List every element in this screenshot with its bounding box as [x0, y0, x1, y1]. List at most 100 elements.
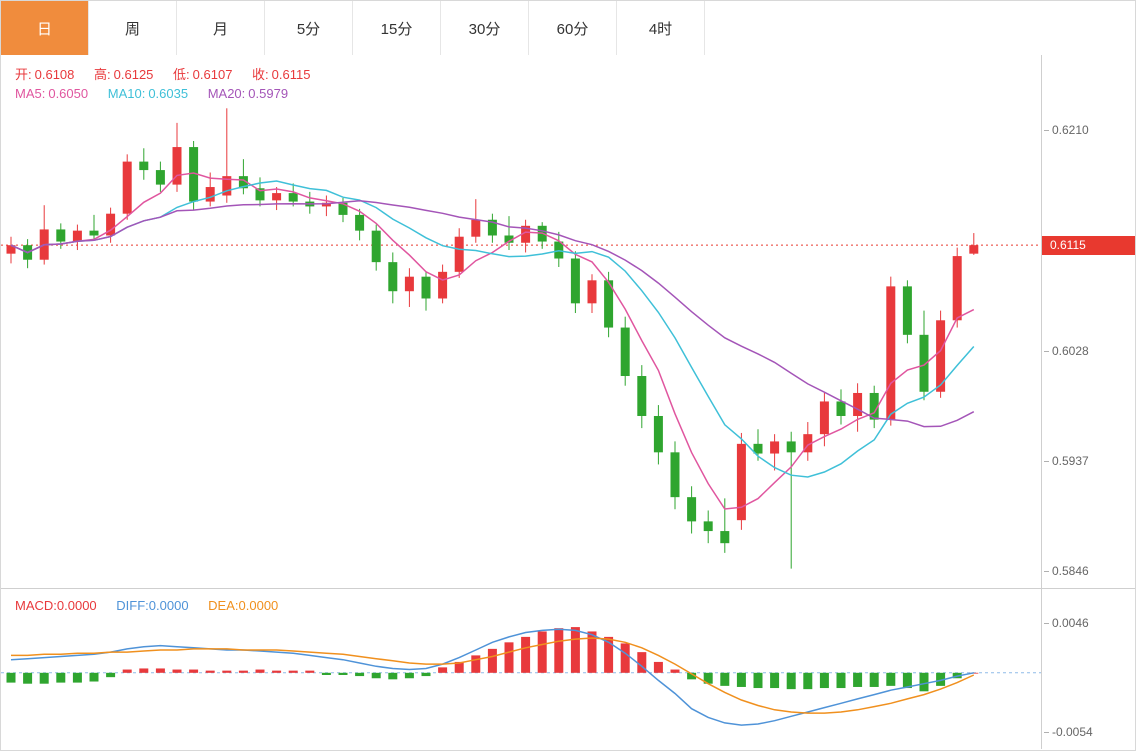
macd-bar — [172, 669, 182, 673]
candle — [653, 415, 663, 453]
macd-chart[interactable] — [1, 589, 1041, 749]
candle — [205, 187, 215, 202]
candle — [89, 230, 99, 236]
price-axis: 0.6210 0.6028 0.5937 0.5846 0.6115 — [1041, 55, 1135, 588]
candle — [886, 286, 896, 420]
macd-bar — [238, 670, 248, 673]
macd-bar — [288, 670, 298, 673]
dea-readout: DEA:0.0000 — [208, 598, 278, 613]
macd-bar — [587, 631, 597, 673]
price-tick: 0.5937 — [1044, 453, 1089, 469]
ma20-value: 0.5979 — [248, 86, 289, 101]
ma10-value: 0.6035 — [148, 86, 189, 101]
candle — [786, 441, 796, 453]
macd-bar — [836, 672, 846, 689]
macd-bar — [438, 667, 448, 673]
macd-bar — [39, 672, 49, 684]
open-value: 0.6108 — [34, 67, 75, 82]
candle — [421, 276, 431, 299]
macd-bar — [355, 672, 365, 677]
ma5-readout: MA5: 0.6050 — [15, 86, 88, 101]
candle — [106, 213, 116, 236]
high-readout: 高: 0.6125 — [94, 67, 153, 82]
macd-bar — [471, 655, 481, 673]
ma20-label: MA20: — [207, 86, 246, 101]
candle — [122, 161, 132, 214]
ma5-value: 0.6050 — [48, 86, 89, 101]
macd-bar — [454, 661, 464, 673]
candle — [853, 392, 863, 416]
candle — [471, 219, 481, 237]
macd-bar — [23, 672, 33, 684]
candle — [404, 276, 414, 292]
macd-bar — [388, 672, 398, 680]
ma5-label: MA5: — [15, 86, 46, 101]
candle — [388, 262, 398, 292]
macd-bar — [205, 670, 215, 673]
tab-day[interactable]: 日 — [1, 1, 89, 55]
macd-axis: 0.0046 -0.0054 — [1041, 589, 1135, 749]
candle — [438, 271, 448, 299]
timeframe-tabbar: 日 周 月 5分 15分 30分 60分 4时 — [1, 1, 705, 55]
macd-value: 0.0000 — [56, 598, 97, 613]
tab-4hour[interactable]: 4时 — [617, 1, 705, 55]
macd-bar — [521, 636, 531, 673]
macd-bar — [753, 672, 763, 689]
macd-bar — [189, 669, 199, 673]
ma-legend: MA5: 0.6050 MA10: 0.6035 MA20: 0.5979 — [15, 86, 304, 101]
candle — [554, 241, 564, 259]
candle — [487, 219, 497, 236]
low-readout: 低: 0.6107 — [173, 67, 232, 82]
macd-bar — [869, 672, 879, 687]
candle — [504, 235, 514, 243]
candle — [587, 280, 597, 304]
candle — [255, 188, 265, 201]
tab-5min[interactable]: 5分 — [265, 1, 353, 55]
candle — [869, 392, 879, 420]
macd-bar — [255, 669, 265, 673]
tab-15min[interactable]: 15分 — [353, 1, 441, 55]
candle — [919, 334, 929, 392]
close-label: 收: — [252, 67, 269, 82]
tab-week[interactable]: 周 — [89, 1, 177, 55]
macd-bar — [321, 672, 331, 675]
high-label: 高: — [94, 67, 111, 82]
candle — [687, 497, 697, 522]
macd-bar — [537, 631, 547, 673]
ma20-readout: MA20: 0.5979 — [208, 86, 288, 101]
candle — [72, 230, 82, 242]
macd-bar — [89, 672, 99, 682]
macd-bar — [803, 672, 813, 690]
dea-value: 0.0000 — [238, 598, 279, 613]
current-price-tag: 0.6115 — [1042, 235, 1135, 255]
candle — [753, 443, 763, 454]
close-value: 0.6115 — [271, 67, 311, 82]
macd-bar — [272, 670, 282, 673]
candle — [570, 258, 580, 304]
price-tick: 0.6210 — [1044, 122, 1089, 138]
diff-line — [10, 628, 974, 726]
macd-panel: MACD:0.0000 DIFF:0.0000 DEA:0.0000 0.004… — [1, 589, 1135, 749]
candle — [936, 320, 946, 392]
macd-bar — [554, 628, 564, 673]
candle — [736, 443, 746, 521]
tab-month[interactable]: 月 — [177, 1, 265, 55]
macd-bar — [786, 672, 796, 690]
macd-tick: 0.0046 — [1044, 615, 1089, 631]
dea-line — [11, 637, 975, 714]
candle — [969, 245, 979, 254]
candlestick-chart[interactable] — [1, 55, 1041, 588]
candle — [338, 202, 348, 215]
macd-bar — [687, 672, 697, 680]
macd-bar — [305, 670, 315, 673]
tab-30min[interactable]: 30分 — [441, 1, 529, 55]
macd-bar — [919, 672, 929, 692]
tab-60min[interactable]: 60分 — [529, 1, 617, 55]
close-readout: 收: 0.6115 — [252, 67, 310, 82]
macd-tick: -0.0054 — [1044, 724, 1093, 740]
candle — [238, 176, 248, 189]
macd-bar — [653, 661, 663, 673]
open-label: 开: — [15, 67, 32, 82]
low-value: 0.6107 — [192, 67, 233, 82]
